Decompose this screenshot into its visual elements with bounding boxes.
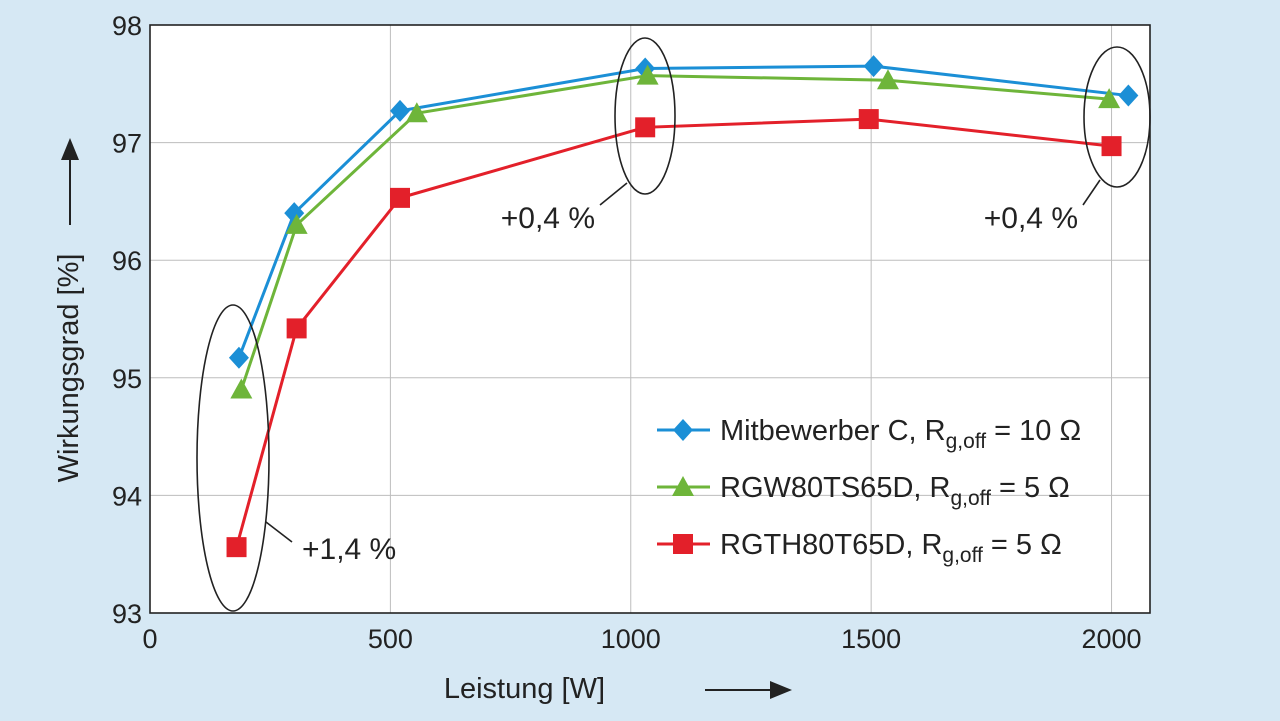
series-line (237, 64, 1129, 359)
annotation-ellipse (614, 37, 676, 195)
data-point (285, 213, 308, 234)
annotation-label: +0,4 % (984, 202, 1078, 235)
series-layer (226, 55, 1139, 558)
legend-label: RGTH80T65D, Rg,off = 5 Ω (720, 529, 1062, 567)
annotation-label: +1,4 % (302, 533, 396, 566)
series-line (239, 74, 1110, 391)
x-axis-title: Leistung [W] (444, 673, 792, 705)
series-diamond (228, 55, 1139, 369)
data-point (230, 378, 253, 399)
x-tick-label: 2000 (1081, 624, 1141, 654)
y-tick-label: 95 (112, 364, 142, 394)
plot-frame (149, 24, 1151, 614)
data-point (863, 55, 884, 78)
data-point (636, 64, 659, 85)
annotation-label: +0,4 % (501, 202, 595, 235)
legend-label-tail: = 5 Ω (983, 529, 1062, 561)
legend-label: RGW80TS65D, Rg,off = 5 Ω (720, 472, 1070, 510)
series-triangle (230, 64, 1121, 399)
y-axis-label: Wirkungsgrad [%] (53, 254, 85, 483)
legend-label-tail: = 5 Ω (991, 472, 1070, 504)
annotation-leader (599, 182, 628, 206)
x-tick-label: 1000 (601, 624, 661, 654)
y-tick-label: 96 (112, 246, 142, 276)
data-point (390, 187, 410, 208)
legend-label-tail: = 10 Ω (986, 415, 1081, 447)
annotation-leader (265, 521, 293, 543)
y-tick-label: 97 (112, 129, 142, 159)
data-point (1118, 84, 1139, 107)
x-tick-label: 0 (142, 624, 157, 654)
tick-labels: 0 500 1000 1500 2000 93 94 95 96 97 98 (112, 11, 1142, 654)
x-axis-label: Leistung [W] (444, 673, 605, 705)
annotation-leader (1082, 179, 1101, 206)
y-axis-title: Wirkungsgrad [%] (53, 138, 85, 482)
legend-marker (673, 419, 693, 441)
legend-marker (673, 534, 693, 554)
data-point (405, 102, 428, 123)
x-tick-label: 500 (368, 624, 413, 654)
y-tick-label: 94 (112, 481, 142, 511)
x-axis-arrow-head (770, 681, 792, 699)
data-point (635, 117, 656, 138)
series-line (235, 117, 1112, 548)
data-point (286, 318, 307, 339)
y-tick-label: 93 (112, 599, 142, 629)
legend-marker (672, 476, 694, 496)
data-point (858, 109, 879, 130)
data-point (876, 69, 899, 90)
legend-entry: RGTH80T65D, Rg,off = 5 Ω (657, 529, 1062, 567)
legend-label-subscript: g,off (942, 544, 983, 567)
y-tick-label: 98 (112, 11, 142, 41)
legend-label-subscript: g,off (946, 430, 987, 453)
data-point (226, 537, 247, 558)
legend-label-subscript: g,off (950, 487, 991, 510)
legend-label: Mitbewerber C, Rg,off = 10 Ω (720, 415, 1081, 453)
data-point (1101, 136, 1122, 157)
legend-label-main: RGTH80T65D, R (720, 529, 942, 561)
legend-label-main: RGW80TS65D, R (720, 472, 950, 504)
series-square (226, 109, 1122, 558)
annotation-ellipse (196, 304, 270, 612)
data-point (1098, 88, 1121, 109)
legend-label-main: Mitbewerber C, R (720, 415, 946, 447)
legend-entry: RGW80TS65D, Rg,off = 5 Ω (657, 472, 1070, 510)
legend-entry: Mitbewerber C, Rg,off = 10 Ω (657, 415, 1081, 453)
legend: Mitbewerber C, Rg,off = 10 ΩRGW80TS65D, … (657, 415, 1081, 567)
y-axis-arrow-head (61, 138, 79, 160)
data-point (228, 346, 249, 369)
data-point (390, 99, 410, 122)
x-tick-label: 1500 (841, 624, 901, 654)
